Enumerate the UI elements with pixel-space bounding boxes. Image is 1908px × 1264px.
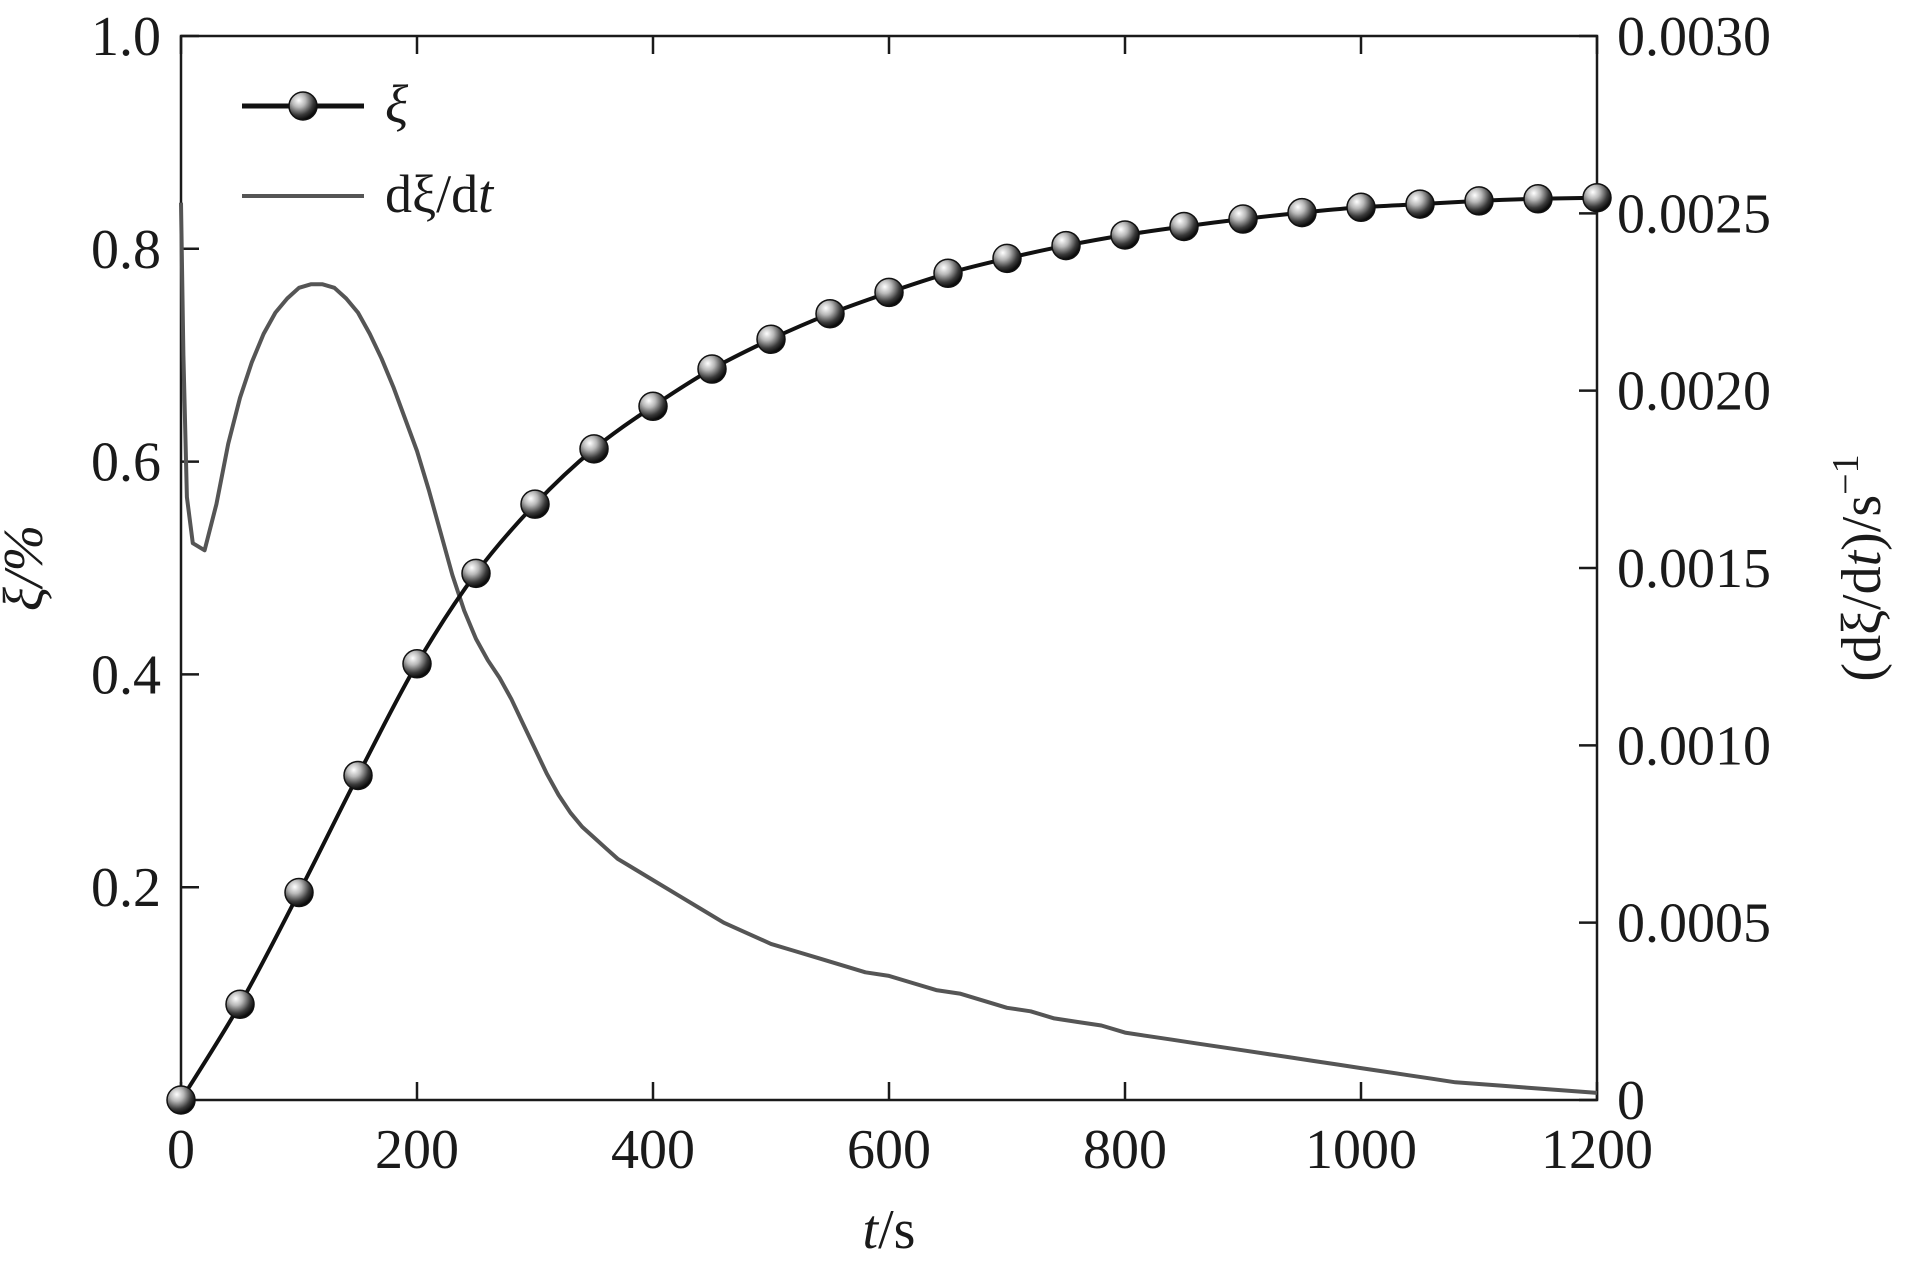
legend-xi-label: ξ xyxy=(385,74,409,134)
series-xi-point xyxy=(697,354,727,384)
series-xi-point xyxy=(1287,197,1317,228)
right-y-tick-label: 0 xyxy=(1617,1070,1645,1132)
series-xi-point xyxy=(520,489,550,519)
left-y-tick-label: 0.8 xyxy=(91,219,161,281)
x-tick-label: 1200 xyxy=(1541,1119,1653,1181)
series-xi-point xyxy=(402,649,432,679)
right-y-tick-label: 0.0020 xyxy=(1617,361,1771,423)
left-y-axis: 0.2 0.4 0.6 0.8 1.0 xyxy=(91,6,199,919)
series-xi-point xyxy=(1169,211,1199,242)
series-xi-point xyxy=(1051,230,1081,261)
series-xi-point xyxy=(1523,184,1553,214)
legend-rate-label: dξ/dt xyxy=(385,164,495,224)
series-xi-point xyxy=(874,277,904,308)
series-rate-line xyxy=(179,202,1598,1095)
series-xi-point xyxy=(1228,204,1258,234)
x-tick-label: 1000 xyxy=(1305,1119,1417,1181)
series-xi-line xyxy=(179,195,1598,1102)
series-xi-point xyxy=(1405,189,1435,219)
series-xi-point xyxy=(1582,182,1612,213)
x-tick-label: 400 xyxy=(611,1119,695,1181)
x-tick-label: 800 xyxy=(1083,1119,1167,1181)
legend-xi-marker xyxy=(288,91,318,121)
right-y-tick-label: 0.0015 xyxy=(1617,538,1771,600)
right-y-tick-label: 0.0025 xyxy=(1617,183,1771,245)
series-xi-point xyxy=(284,877,314,908)
right-y-axis-label: (dξ/dt)/s−1 xyxy=(1825,454,1893,681)
left-y-tick-label: 1.0 xyxy=(91,6,161,68)
series-xi-point xyxy=(1110,220,1140,250)
left-y-tick-label: 0.2 xyxy=(91,857,161,919)
legend: ξ dξ/dt xyxy=(242,74,495,224)
series-xi-point xyxy=(815,298,845,329)
left-y-axis-label: ξ/% xyxy=(0,525,55,611)
series-xi-point xyxy=(1464,186,1494,216)
x-tick-label: 200 xyxy=(375,1119,459,1181)
series-xi-point xyxy=(992,243,1022,274)
series-xi-point xyxy=(166,1085,196,1115)
series-xi xyxy=(166,182,1612,1115)
left-y-tick-label: 0.4 xyxy=(91,644,161,706)
right-y-tick-label: 0.0030 xyxy=(1617,6,1771,68)
x-tick-label: 0 xyxy=(167,1119,195,1181)
left-y-tick-label: 0.6 xyxy=(91,432,161,494)
right-y-axis: 0 0.0005 0.0010 0.0015 0.0020 0.0025 0.0030 xyxy=(1579,6,1771,1132)
x-axis: 0 200 400 600 800 1000 1200 xyxy=(167,36,1653,1181)
right-y-tick-label: 0.0005 xyxy=(1617,893,1771,955)
series-xi-point xyxy=(579,434,609,464)
series-xi-point xyxy=(933,258,963,289)
x-tick-label: 600 xyxy=(847,1119,931,1181)
right-y-tick-label: 0.0010 xyxy=(1617,715,1771,777)
series-xi-point xyxy=(343,760,373,791)
series-rate xyxy=(179,202,1598,1095)
series-xi-point xyxy=(225,989,255,1019)
series-xi-point xyxy=(461,558,491,589)
x-axis-label: t/s xyxy=(863,1199,916,1261)
series-xi-point xyxy=(1346,192,1376,223)
series-xi-point xyxy=(638,391,668,422)
series-xi-point xyxy=(756,324,786,354)
